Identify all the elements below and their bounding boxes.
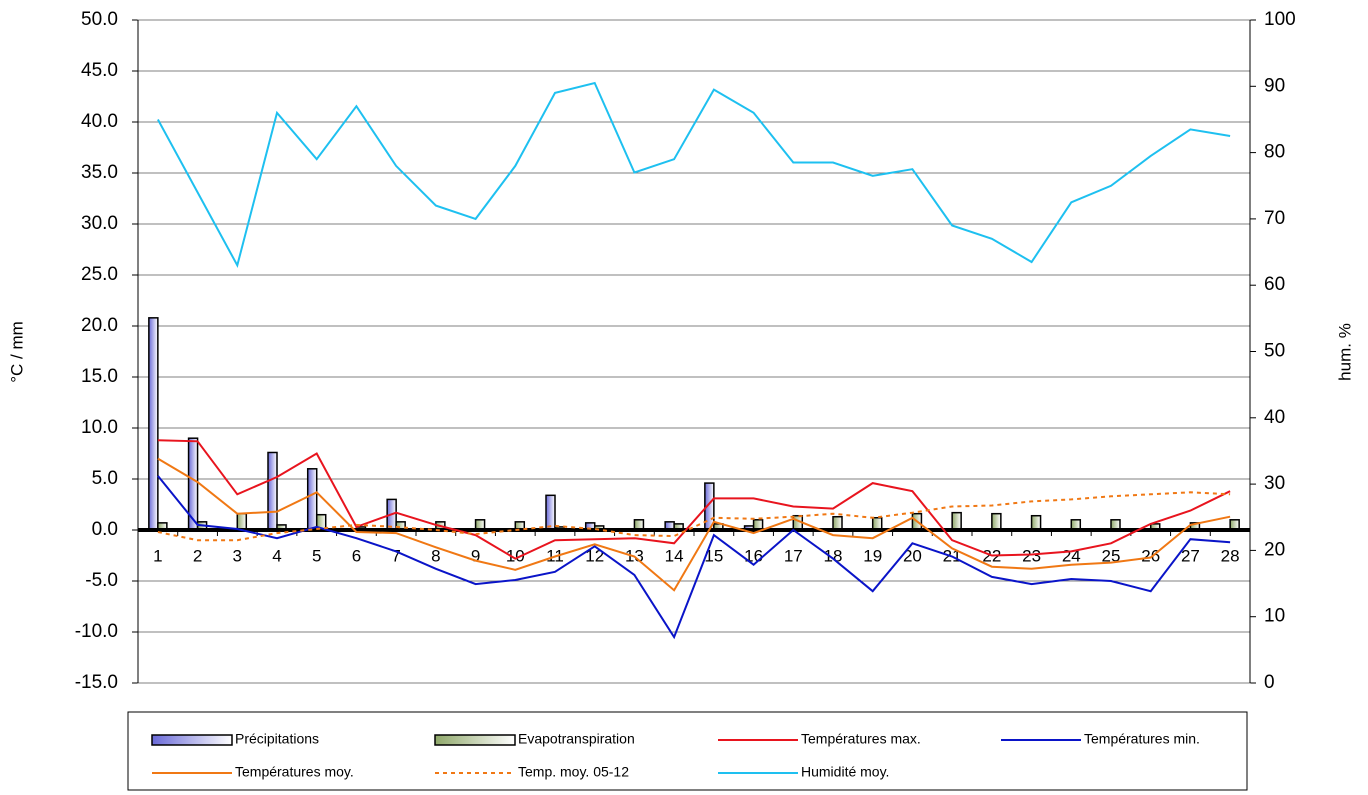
y2-tick-label: 90 [1264,75,1285,96]
line-series [157,439,1231,560]
bar [1030,514,1042,531]
x-tick-label: 26 [1141,546,1160,565]
x-tick-label: 18 [824,546,843,565]
y-tick-label: -10.0 [75,621,118,642]
y-tick-label: 25.0 [81,264,118,285]
y-tick-label: -15.0 [75,672,118,693]
x-tick-label: 17 [784,546,803,565]
legend-label: Evapotranspiration [518,731,635,747]
line-series [157,457,1231,592]
x-tick-label: 5 [312,546,321,565]
line-series [157,81,1231,268]
x-tick-label: 25 [1102,546,1121,565]
x-tick-label: 19 [863,546,882,565]
y2-tick-label: 50 [1264,341,1285,362]
y-tick-label: 0.0 [92,519,118,540]
y-tick-label: 30.0 [81,213,118,234]
bar [545,494,556,531]
y-tick-label: 50.0 [81,9,118,30]
legend-label: Humidité moy. [801,764,889,780]
bar [991,512,1002,531]
y2-tick-label: 0 [1264,672,1275,693]
y2-tick-label: 80 [1264,142,1285,163]
y2-axis-label: hum. % [1335,323,1354,381]
x-tick-label: 16 [744,546,763,565]
y-tick-label: 40.0 [81,111,118,132]
y-tick-label: 20.0 [81,315,118,336]
legend-label: Précipitations [235,731,319,747]
bar [236,512,248,531]
legend-box [127,711,1248,791]
x-tick-label: 1 [153,546,162,565]
legend-swatch [434,734,516,746]
y-tick-label: 10.0 [81,417,118,438]
y2-tick-label: 10 [1264,606,1285,627]
bar [306,468,318,531]
x-tick-label: 14 [665,546,684,565]
legend-label: Températures min. [1084,731,1200,747]
y-tick-label: 35.0 [81,162,118,183]
x-tick-label: 23 [1022,546,1041,565]
x-tick-label: 3 [233,546,242,565]
y2-tick-label: 40 [1264,407,1285,428]
y2-tick-label: 100 [1264,9,1296,30]
x-tick-label: 15 [704,546,723,565]
y2-tick-label: 70 [1264,208,1285,229]
x-tick-label: 10 [506,546,525,565]
x-tick-label: 2 [193,546,202,565]
bar [148,317,159,531]
bar [267,451,278,531]
legend-label: Temp. moy. 05-12 [518,764,629,780]
x-tick-label: 6 [352,546,361,565]
line-series [157,475,1231,640]
x-tick-label: 7 [391,546,400,565]
legend-swatch [151,734,233,746]
y2-tick-label: 60 [1264,274,1285,295]
legend-label: Températures moy. [235,764,354,780]
y-axis-label: °C / mm [7,321,26,383]
x-tick-label: 20 [903,546,922,565]
x-tick-label: 4 [272,546,281,565]
y-tick-label: 5.0 [92,468,118,489]
x-tick-label: 12 [585,546,604,565]
x-tick-label: 8 [431,546,440,565]
legend-label: Températures max. [801,731,921,747]
x-tick-label: 27 [1181,546,1200,565]
y2-tick-label: 20 [1264,539,1285,560]
bar [951,511,962,531]
y-tick-label: -5.0 [85,570,118,591]
y-tick-label: 15.0 [81,366,118,387]
y-tick-label: 45.0 [81,60,118,81]
x-tick-label: 9 [471,546,480,565]
y2-tick-label: 30 [1264,473,1285,494]
x-tick-label: 28 [1221,546,1240,565]
